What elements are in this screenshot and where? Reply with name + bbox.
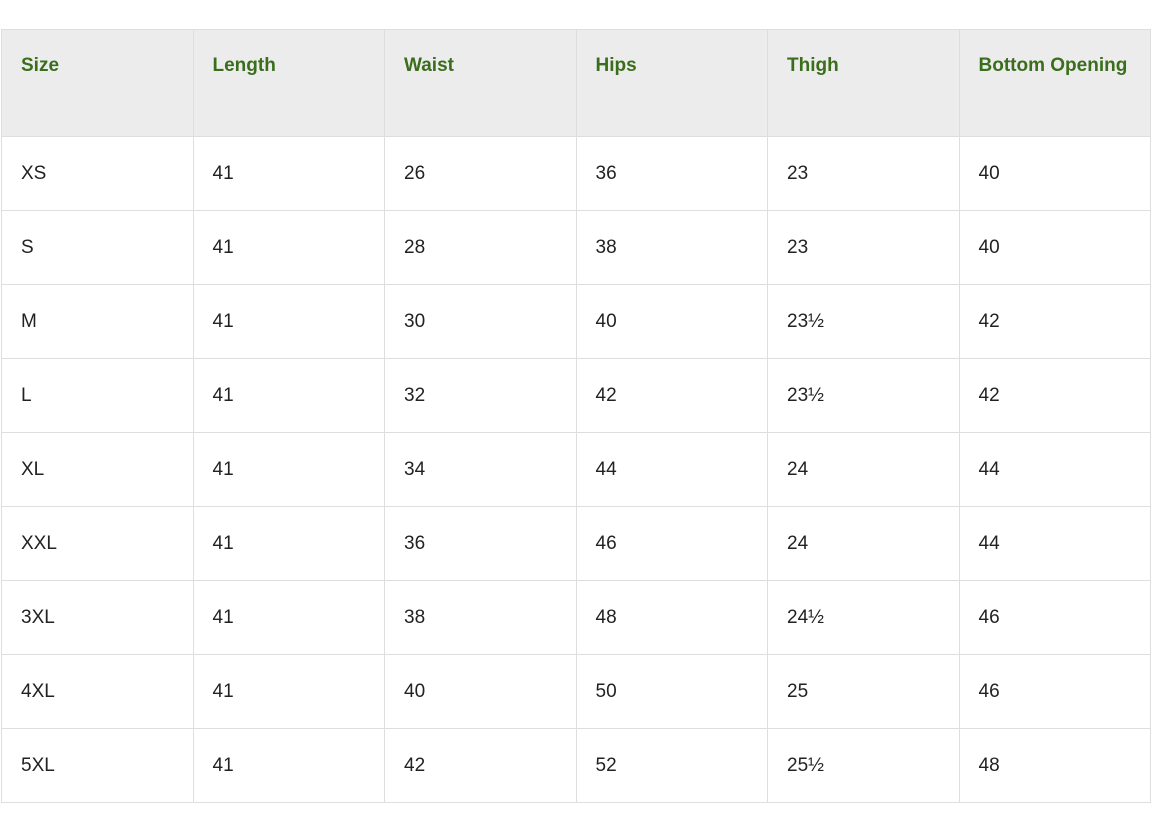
table-cell: 46 [958,580,1151,655]
table-cell: 25 [767,654,960,729]
column-header: Bottom Opening [958,29,1151,137]
column-header: Hips [575,29,768,137]
table-cell: 50 [575,654,768,729]
table-cell: 41 [192,210,385,285]
table-cell: 40 [384,654,577,729]
table-row: 4XL 41 40 50 25 46 [1,654,1151,729]
table-cell: M [1,284,194,359]
table-cell: 48 [575,580,768,655]
table-cell: 23½ [767,284,960,359]
table-cell: 30 [384,284,577,359]
table-cell: 38 [575,210,768,285]
table-row: M 41 30 40 23½ 42 [1,284,1151,359]
table-cell: 52 [575,728,768,803]
table-row: XS 41 26 36 23 40 [1,136,1151,211]
column-header: Length [192,29,385,137]
table-cell: 42 [575,358,768,433]
table-cell: 36 [575,136,768,211]
table-cell: 42 [384,728,577,803]
table-cell: 42 [958,358,1151,433]
table-cell: 24 [767,506,960,581]
table-cell: 40 [958,210,1151,285]
table-cell: 41 [192,728,385,803]
table-cell: 23½ [767,358,960,433]
table-cell: 41 [192,580,385,655]
table-cell: 40 [958,136,1151,211]
table-cell: 26 [384,136,577,211]
column-header: Size [1,29,194,137]
table-cell: 46 [575,506,768,581]
table-cell: 41 [192,506,385,581]
table-cell: 41 [192,284,385,359]
table-cell: 42 [958,284,1151,359]
table-cell: 40 [575,284,768,359]
table-cell: XXL [1,506,194,581]
table-cell: 34 [384,432,577,507]
table-cell: 41 [192,136,385,211]
table-cell: XS [1,136,194,211]
table-row: 5XL 41 42 52 25½ 48 [1,728,1151,803]
table-row: 3XL 41 38 48 24½ 46 [1,580,1151,655]
table-row: XXL 41 36 46 24 44 [1,506,1151,581]
table-cell: XL [1,432,194,507]
table-row: S 41 28 38 23 40 [1,210,1151,285]
table-cell: 5XL [1,728,194,803]
table-cell: 28 [384,210,577,285]
table-cell: 46 [958,654,1151,729]
table-cell: 24½ [767,580,960,655]
table-cell: 23 [767,210,960,285]
header-row: Size Length Waist Hips Thigh Bottom Opening [1,29,1151,137]
table-cell: 44 [958,506,1151,581]
table-cell: 44 [958,432,1151,507]
table-cell: L [1,358,194,433]
table-cell: 41 [192,358,385,433]
table-cell: S [1,210,194,285]
table-cell: 4XL [1,654,194,729]
table-cell: 3XL [1,580,194,655]
column-header: Waist [384,29,577,137]
table-cell: 38 [384,580,577,655]
table-cell: 36 [384,506,577,581]
table-cell: 25½ [767,728,960,803]
size-chart-table: Size Length Waist Hips Thigh Bottom Opening X… [1,29,1151,803]
table-cell: 24 [767,432,960,507]
table-cell: 44 [575,432,768,507]
table-cell: 48 [958,728,1151,803]
table-cell: 41 [192,432,385,507]
table-cell: 23 [767,136,960,211]
table-cell: 32 [384,358,577,433]
table-row: L 41 32 42 23½ 42 [1,358,1151,433]
column-header: Thigh [767,29,960,137]
table-cell: 41 [192,654,385,729]
table-row: XL 41 34 44 24 44 [1,432,1151,507]
